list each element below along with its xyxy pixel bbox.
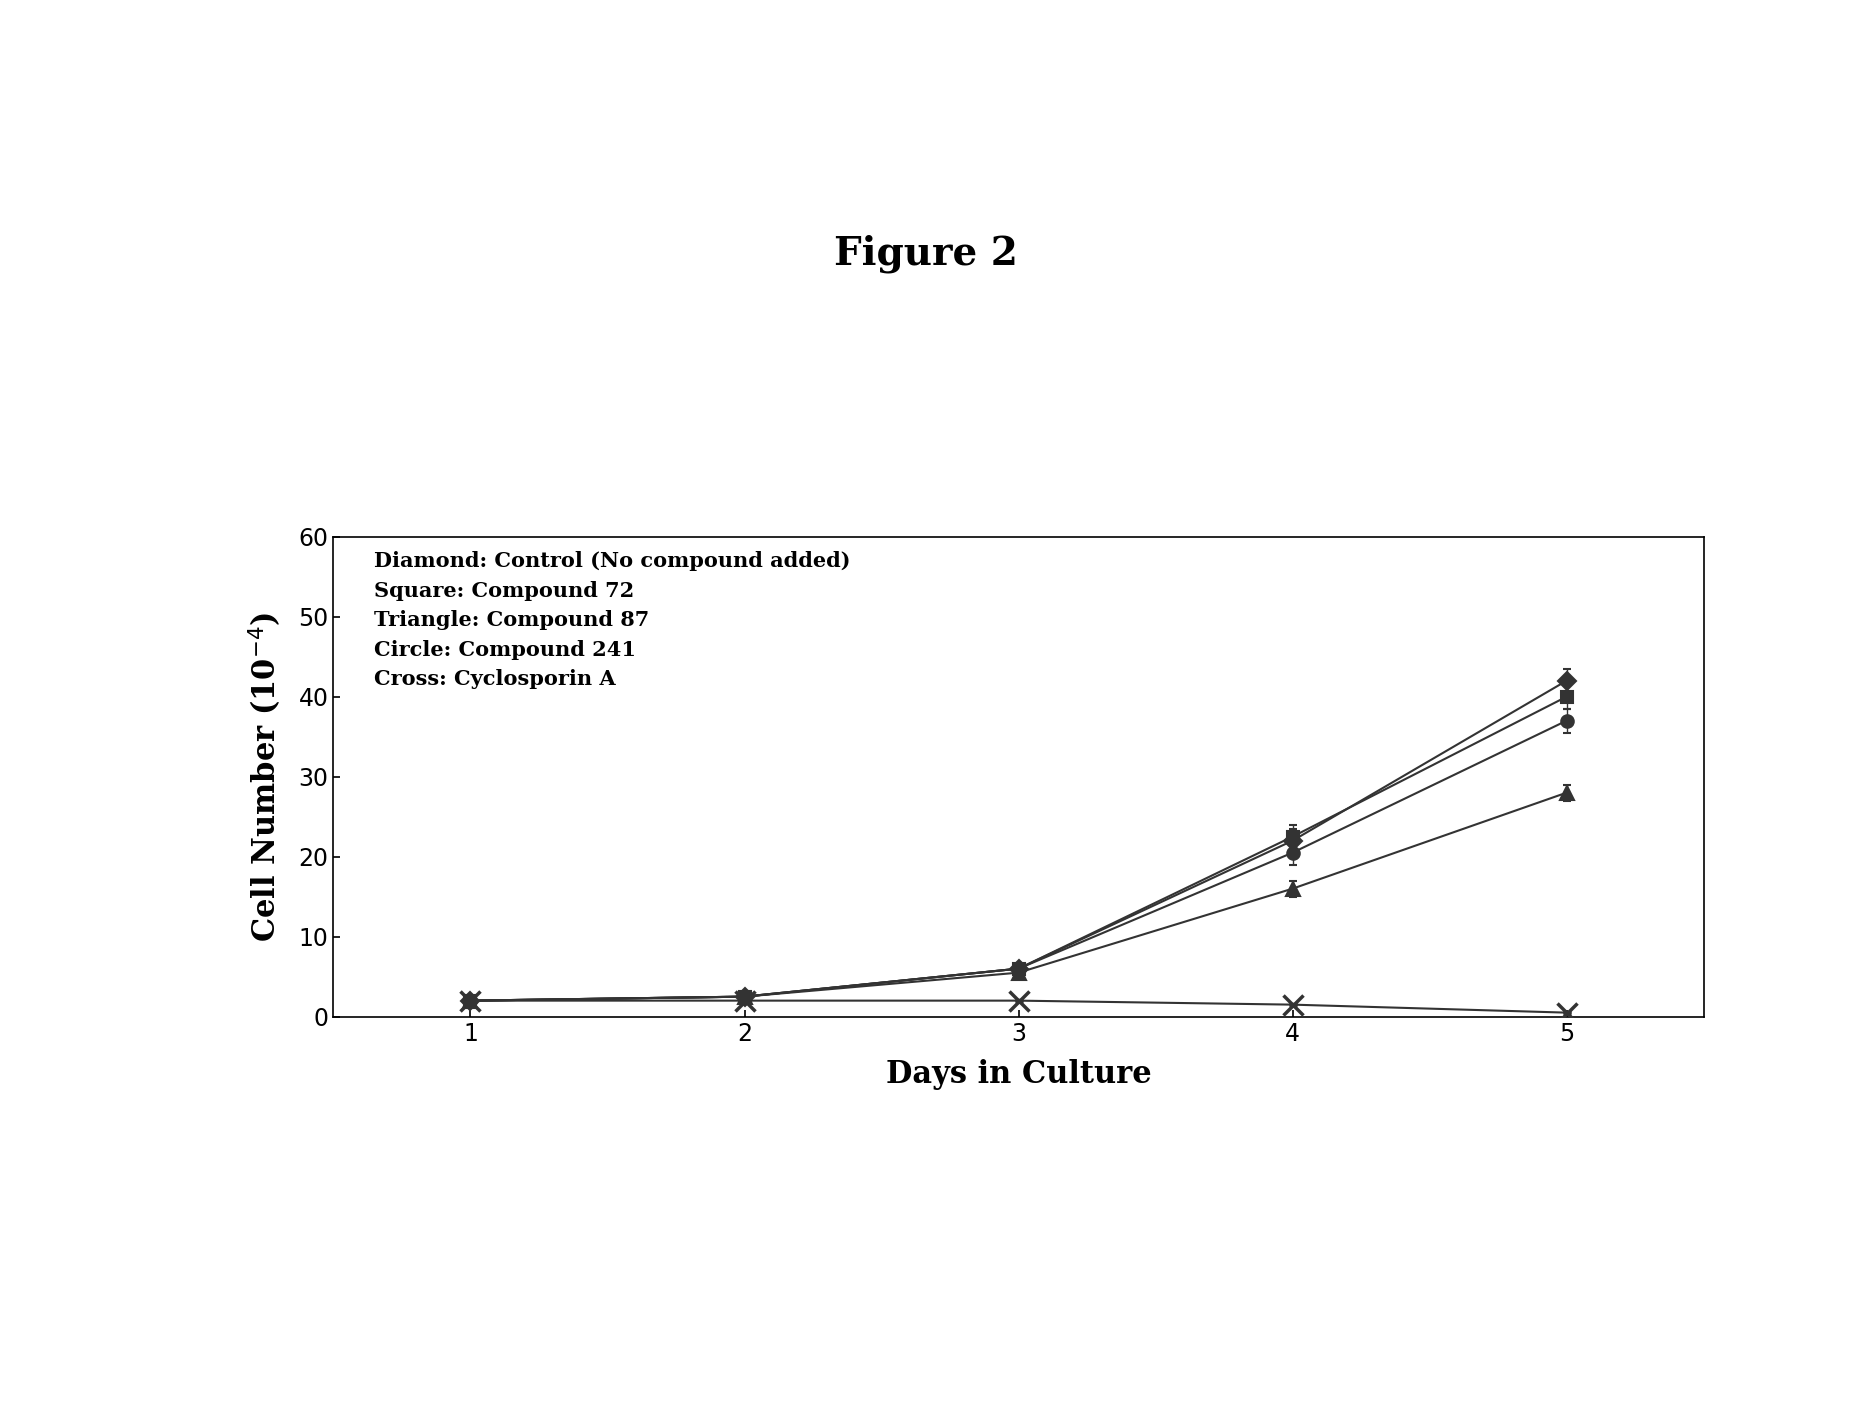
X-axis label: Days in Culture: Days in Culture [885,1059,1152,1090]
Text: Diamond: Control (No compound added)
Square: Compound 72
Triangle: Compound 87
C: Diamond: Control (No compound added) Squ… [374,551,850,689]
Y-axis label: Cell Number (10$^{-4}$): Cell Number (10$^{-4}$) [246,611,285,942]
Text: Figure 2: Figure 2 [833,234,1019,274]
